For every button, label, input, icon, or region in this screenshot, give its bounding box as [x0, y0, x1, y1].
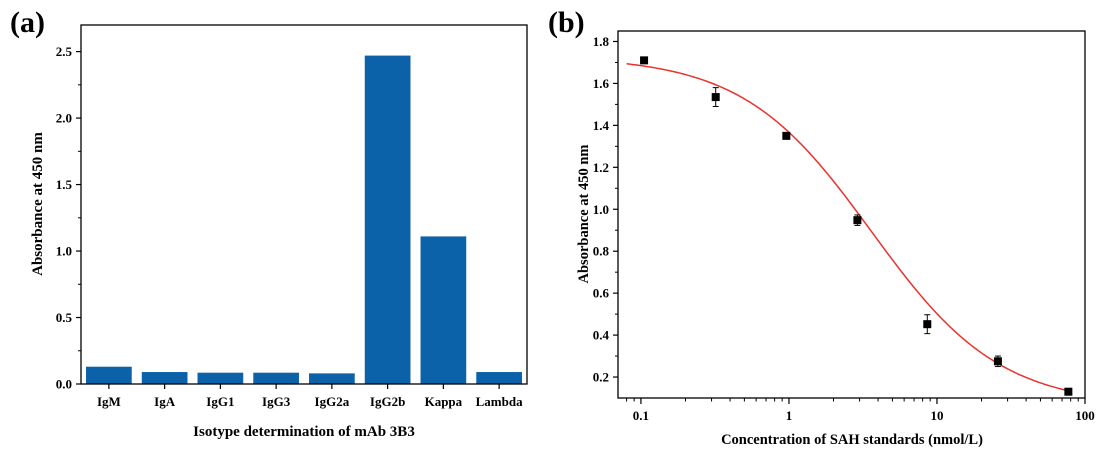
x-tick-label: 1	[786, 408, 793, 423]
x-tick-label: IgG2b	[370, 394, 405, 409]
panel-b-scatter-chart: (b) 0.2 0.4 0.6 0.8 1.0 1.2 1.4 1.6 1.8 0.1 1 10 10…	[548, 6, 1095, 448]
data-point	[993, 357, 1002, 366]
y-tick-label: 1.4	[593, 118, 610, 133]
x-tick-label: IgA	[154, 394, 176, 409]
bar-lambda	[476, 372, 522, 384]
x-tick-label: Kappa	[425, 394, 463, 409]
y-axis-ticks: 0.0 0.5 1.0 1.5 2.0 2.5	[56, 44, 81, 392]
x-tick-label: 10	[930, 408, 943, 423]
y-tick-label: 0.0	[56, 377, 72, 392]
y-axis-title: Absorbance at 450 nm	[576, 145, 592, 284]
x-axis-ticks: 0.1 1 10 100	[626, 398, 1095, 423]
data-point	[640, 56, 649, 65]
y-tick-label: 0.8	[593, 244, 610, 259]
y-tick-label: 0.5	[56, 310, 73, 325]
bar-igg3	[253, 372, 299, 384]
x-tick-label: Lambda	[476, 394, 523, 409]
bar-group	[86, 55, 522, 384]
x-axis-ticks: IgM IgA IgG1 IgG3 IgG2a IgG2b Kappa Lambda	[97, 384, 523, 409]
plot-frame	[617, 30, 1086, 399]
bar-igg2a	[309, 373, 355, 384]
y-tick-label: 1.0	[593, 202, 609, 217]
y-tick-label: 1.0	[56, 244, 72, 259]
y-axis-title: Absorbance at 450 nm	[30, 132, 46, 276]
y-tick-label: 1.6	[593, 76, 610, 91]
y-tick-label: 2.0	[56, 111, 72, 126]
bar-igg2b	[364, 55, 411, 384]
x-tick-label: IgG2a	[315, 394, 350, 409]
x-tick-label: IgM	[97, 394, 121, 409]
fit-curve	[626, 63, 1070, 392]
x-axis-title: Isotype determination of mAb 3B3	[193, 424, 415, 440]
panel-b-label: (b)	[548, 6, 585, 39]
bar-iga	[141, 372, 188, 384]
data-points	[640, 56, 1073, 396]
panel-a-label: (a)	[10, 6, 45, 39]
x-axis-title: Concentration of SAH standards (nmol/L)	[721, 432, 983, 448]
panel-a-bar-chart: (a) 0.0 0.5 1.0 1.5 2.0 2.5 IgM IgA IgG1 IgG3 IgG…	[10, 6, 528, 440]
bar-igg1	[197, 372, 244, 384]
y-axis-ticks: 0.2 0.4 0.6 0.8 1.0 1.2 1.4 1.6 1.8	[593, 34, 618, 385]
x-tick-label: IgG3	[262, 394, 291, 409]
bar-igm	[86, 366, 132, 384]
y-tick-label: 0.4	[593, 328, 610, 343]
data-point	[711, 93, 720, 102]
data-point	[1064, 387, 1073, 396]
y-tick-label: 0.2	[593, 370, 609, 385]
x-tick-label: 100	[1075, 408, 1095, 423]
bar-kappa	[420, 236, 467, 384]
plot-frame	[80, 24, 528, 385]
x-tick-label: 0.1	[633, 408, 649, 423]
data-point	[853, 216, 862, 225]
x-tick-label: IgG1	[206, 394, 234, 409]
y-tick-label: 2.5	[56, 44, 73, 59]
data-point	[923, 320, 932, 329]
y-tick-label: 0.6	[593, 286, 610, 301]
data-point	[782, 131, 791, 140]
y-tick-label: 1.2	[593, 160, 609, 175]
y-tick-label: 1.8	[593, 34, 610, 49]
y-tick-label: 1.5	[56, 177, 73, 192]
